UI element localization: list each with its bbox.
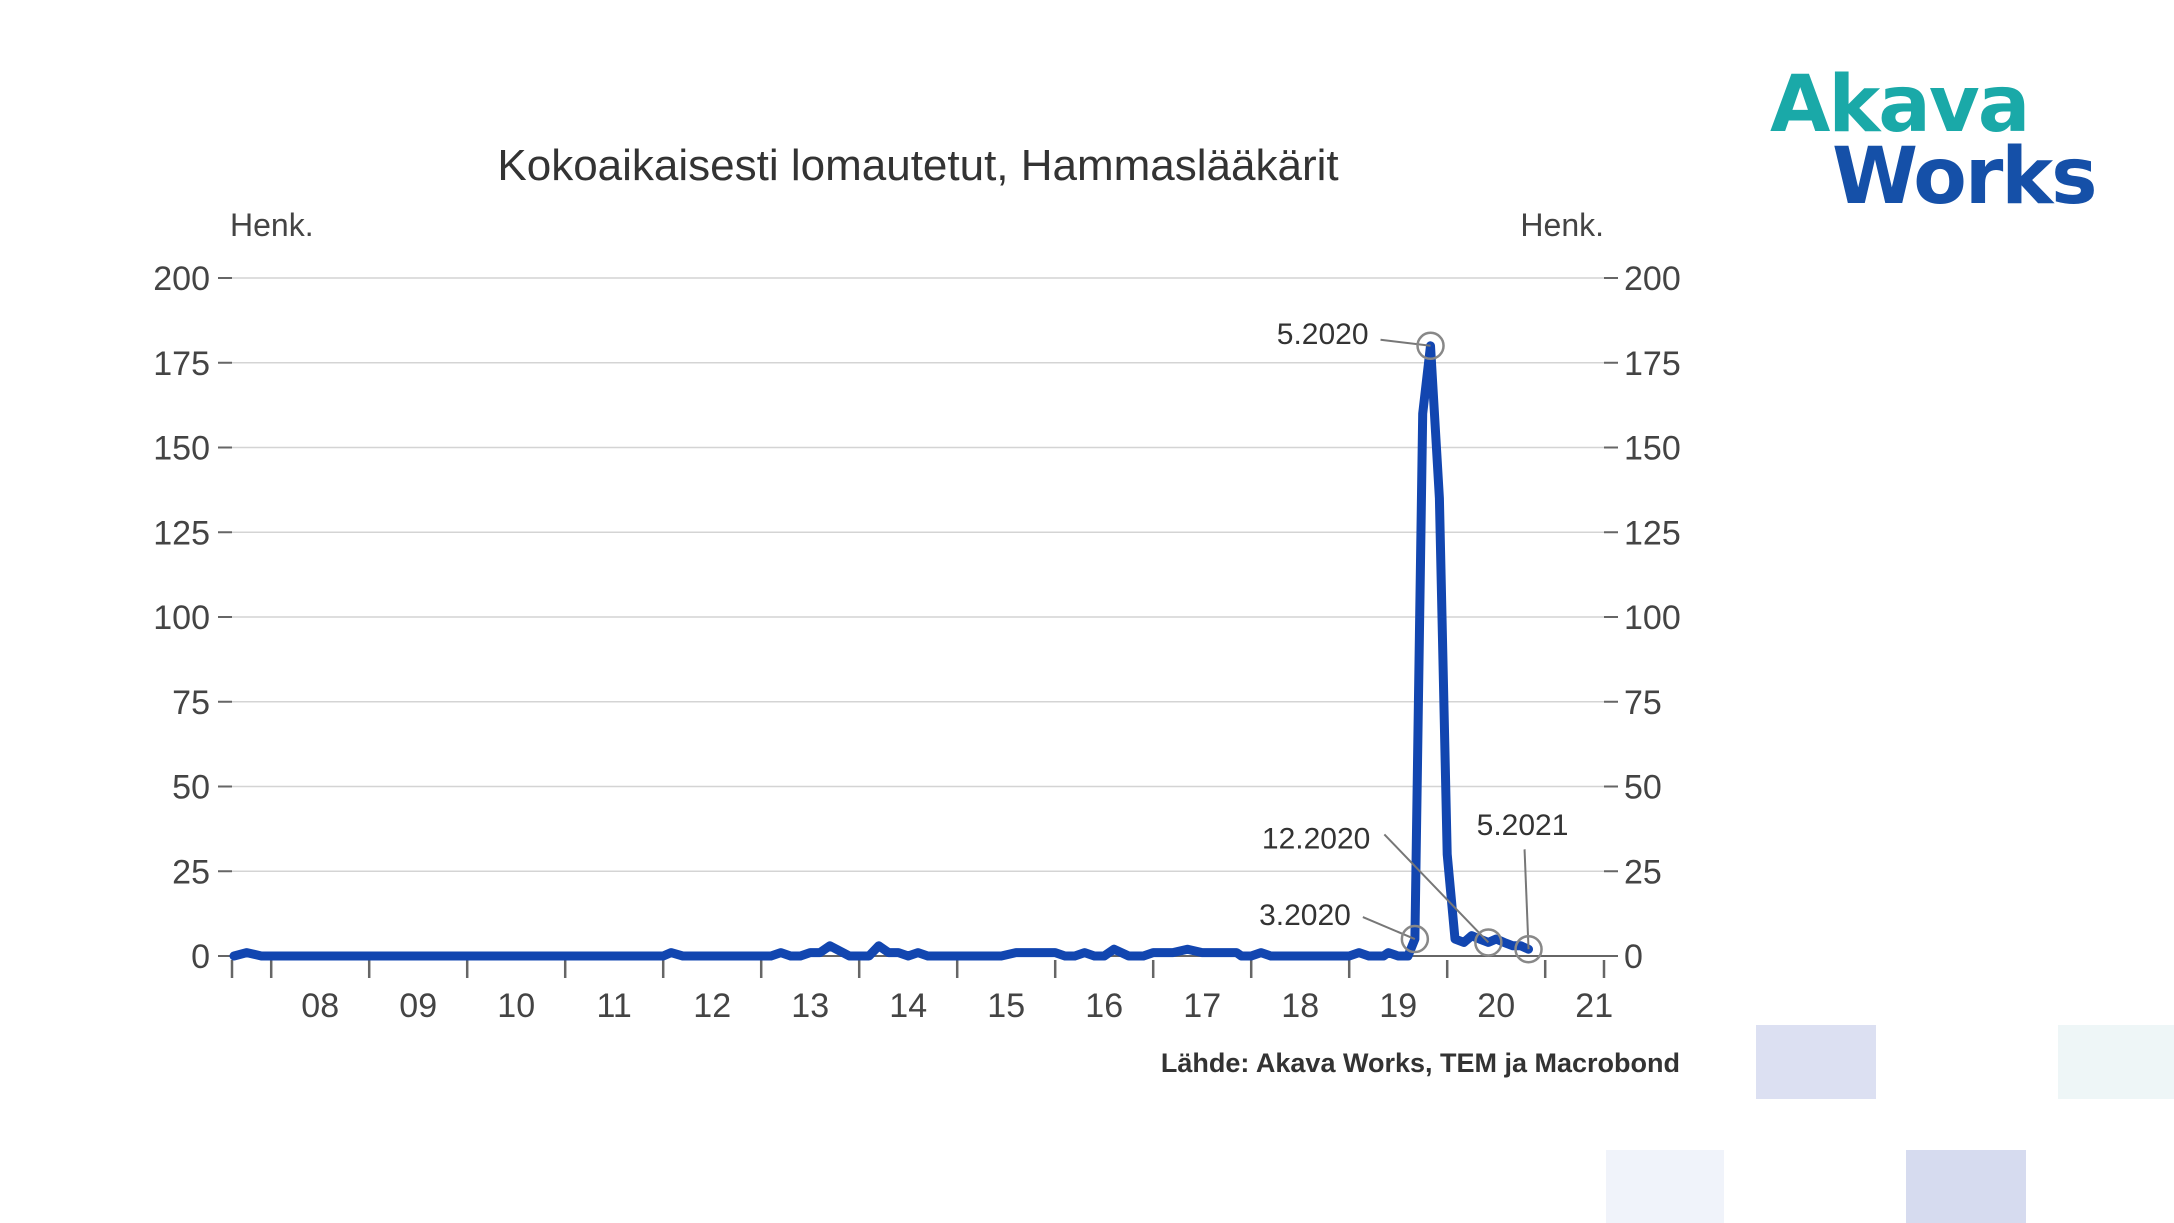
y-tick-label-right: 0 — [1624, 938, 1643, 976]
y-ticks-right: 0 25 50 75 100 125 150 175 200 — [1604, 260, 1681, 976]
y-tick-label-right: 150 — [1624, 430, 1681, 468]
y-tick-label-left: 150 — [153, 430, 210, 468]
annotation-leader — [1383, 833, 1490, 944]
decor-square — [2058, 1025, 2174, 1099]
x-tick-label: 19 — [1379, 987, 1417, 1025]
x-tick-label: 10 — [497, 987, 535, 1025]
annotation-label: 3.2020 — [1259, 899, 1351, 932]
x-tick-label: 11 — [597, 987, 632, 1025]
y-tick-label-right: 50 — [1624, 769, 1662, 807]
y-tick-label-left: 0 — [191, 938, 210, 976]
x-tick-label: 08 — [301, 987, 339, 1025]
y-tick-label-left: 175 — [153, 345, 210, 383]
chart-title: Kokoaikaisesti lomautetut, Hammaslääkäri… — [497, 141, 1338, 190]
y-tick-label-left: 50 — [172, 769, 210, 807]
decor-square — [1906, 1150, 2026, 1223]
series-line — [229, 341, 1533, 961]
annotation-label: 12.2020 — [1262, 822, 1370, 855]
annotation-leader — [1380, 338, 1431, 347]
x-ticks: 08 09 10 11 12 13 14 15 16 17 18 19 20 21 — [230, 960, 1613, 1025]
y-tick-label-right: 175 — [1624, 345, 1681, 383]
y-tick-label-right: 75 — [1624, 684, 1662, 722]
decor-square — [1756, 1025, 1876, 1099]
annotation-label: 5.2020 — [1277, 318, 1369, 351]
x-tick-label: 17 — [1183, 987, 1221, 1025]
y-tick-label-right: 200 — [1624, 260, 1681, 298]
x-tick-label: 20 — [1477, 987, 1515, 1025]
akava-works-logo: Akava Works — [1770, 60, 2098, 222]
logo-line-1: Akava — [1770, 60, 2030, 150]
x-tick-label: 21 — [1575, 987, 1613, 1025]
x-tick-label: 13 — [791, 987, 829, 1025]
x-tick-label: 12 — [693, 987, 731, 1025]
series-group — [229, 341, 1533, 961]
annotation-leader — [1523, 849, 1530, 950]
y-ticks-left: 0 25 50 75 100 125 150 175 200 — [153, 260, 232, 976]
x-tick-label: 15 — [987, 987, 1025, 1025]
logo-line-2: Works — [1832, 132, 2098, 222]
x-tick-label: 09 — [399, 987, 437, 1025]
y-tick-label-left: 200 — [153, 260, 210, 298]
y-tick-label-right: 125 — [1624, 514, 1681, 552]
annotations: 5.2020 3.2020 12.2020 5.2021 — [1259, 318, 1569, 964]
x-tick-label: 18 — [1281, 987, 1319, 1025]
y-tick-label-right: 25 — [1624, 853, 1662, 891]
y-tick-label-left: 125 — [153, 514, 210, 552]
annotation-leader — [1362, 916, 1416, 940]
y-axis-label-left: Henk. — [230, 207, 314, 243]
y-tick-label-left: 75 — [172, 684, 210, 722]
y-tick-label-left: 100 — [153, 599, 210, 637]
source-note: Lähde: Akava Works, TEM ja Macrobond — [1160, 1048, 1680, 1078]
annotation-circle — [1400, 924, 1430, 954]
annotation-circle — [1416, 331, 1445, 361]
y-tick-label-left: 25 — [172, 853, 210, 891]
y-tick-label-right: 100 — [1624, 599, 1681, 637]
x-tick-label: 14 — [889, 987, 927, 1025]
gridlines — [232, 277, 1604, 872]
y-axis-label-right: Henk. — [1520, 207, 1604, 243]
decor-square — [1606, 1150, 1724, 1223]
annotation-circle — [1474, 928, 1503, 957]
x-tick-label: 16 — [1085, 987, 1123, 1025]
annotation-label: 5.2021 — [1477, 809, 1569, 842]
annotation-circle — [1514, 934, 1543, 964]
